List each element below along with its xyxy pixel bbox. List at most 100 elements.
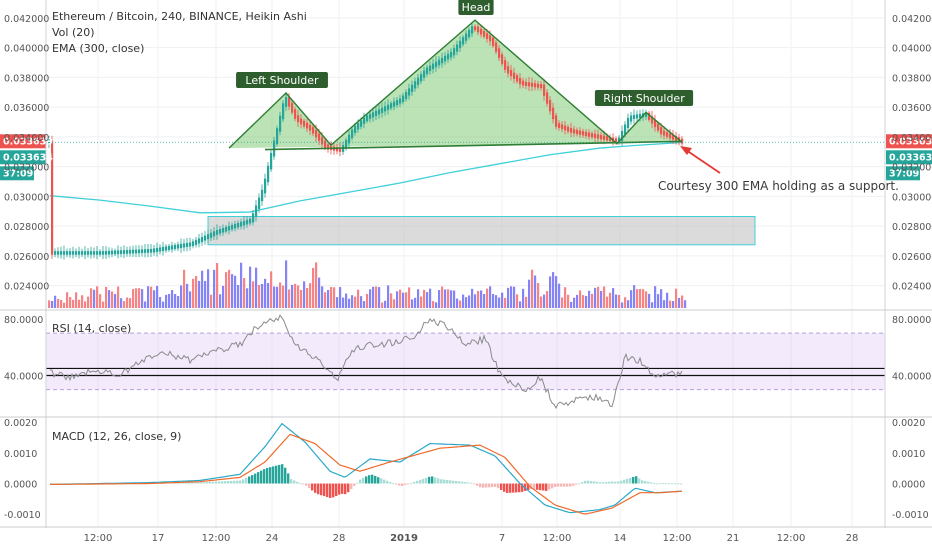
volume-bar <box>87 296 90 308</box>
volume-bar <box>159 297 162 308</box>
ema-tag-right: 0.033634 <box>889 152 932 163</box>
candle-body <box>234 223 237 229</box>
price-tick-label-left: 0.032000 <box>4 163 49 174</box>
volume-bar <box>258 284 261 308</box>
candle-body <box>54 251 57 255</box>
candle-body <box>300 118 303 125</box>
pattern-fill <box>229 20 682 149</box>
macd-histogram-bar <box>593 481 596 484</box>
macd-histogram-bar <box>206 482 209 484</box>
candle-body <box>228 225 231 231</box>
volume-bar <box>309 283 312 308</box>
candle-body <box>414 81 417 89</box>
candle-body <box>354 125 357 133</box>
volume-bar <box>582 295 585 308</box>
head-label: Head <box>462 1 491 14</box>
candle-body <box>381 107 384 113</box>
macd-histogram-bar <box>350 483 353 490</box>
candle-body <box>477 26 480 33</box>
candle-body <box>78 251 81 255</box>
volume-bar <box>483 294 486 308</box>
volume-bar <box>294 283 297 308</box>
macd-histogram-bar <box>596 481 599 484</box>
volume-bar <box>366 293 369 308</box>
volume-bar <box>384 300 387 308</box>
candle-body <box>249 218 252 224</box>
volume-bar <box>381 302 384 308</box>
macd-histogram-bar <box>518 483 521 493</box>
candle-body <box>645 112 648 117</box>
rsi-tick-label-left: 40.0000 <box>4 371 43 382</box>
volume-bar <box>447 289 450 308</box>
volume-bar <box>225 272 228 308</box>
volume-bar <box>219 294 222 308</box>
volume-bar <box>144 301 147 308</box>
volume-bar <box>666 292 669 308</box>
candle-body <box>597 134 600 139</box>
volume-bar <box>177 296 180 308</box>
volume-bar <box>522 288 525 308</box>
volume-indicator-label: Vol (20) <box>52 26 95 39</box>
macd-histogram-bar <box>218 481 221 484</box>
macd-histogram-bar <box>659 483 662 485</box>
volume-bar <box>150 286 153 308</box>
macd-histogram-bar <box>482 483 485 488</box>
macd-histogram-bar <box>278 464 281 484</box>
candle-body <box>615 138 618 143</box>
candle-body <box>639 113 642 118</box>
macd-histogram-bar <box>380 478 383 484</box>
volume-bar <box>138 288 141 308</box>
ema-tag-left-bg <box>0 150 46 165</box>
candle-body <box>450 51 453 58</box>
candle-body <box>138 249 141 254</box>
volume-bar <box>336 297 339 308</box>
volume-bar <box>63 302 66 308</box>
volume-bar <box>279 282 282 308</box>
candle-body <box>510 69 513 77</box>
volume-bar <box>306 287 309 308</box>
volume-bar <box>486 288 489 308</box>
candle-body <box>357 123 360 130</box>
candle-body <box>657 123 660 131</box>
macd-histogram-bar <box>467 482 470 484</box>
time-tick-label: 7 <box>499 533 505 544</box>
price-tick-label-left: 0.036000 <box>4 103 49 114</box>
candle-body <box>273 140 276 157</box>
volume-bar <box>420 296 423 308</box>
volume-bar <box>147 286 150 308</box>
volume-bar <box>564 287 567 308</box>
price-tick-label-left: 0.034000 <box>4 133 49 144</box>
volume-bar <box>183 269 186 308</box>
macd-histogram-bar <box>566 483 569 487</box>
volume-bar <box>273 286 276 308</box>
volume-bar <box>198 280 201 308</box>
candle-body <box>303 120 306 127</box>
price-tick-label-left: 0.038000 <box>4 73 49 84</box>
volume-bar <box>633 285 636 308</box>
candle-body <box>594 133 597 139</box>
candle-body <box>258 197 261 209</box>
rsi-tick-label-right: 80.0000 <box>892 315 931 326</box>
macd-tick-label-left: -0.0010 <box>4 510 41 521</box>
candle-body <box>72 251 75 255</box>
signal-line <box>50 433 683 515</box>
volume-bar <box>657 294 660 308</box>
candle-body <box>75 251 78 255</box>
candle-body <box>90 251 93 255</box>
volume-bar <box>414 297 417 308</box>
macd-tick-label-left: 0.0020 <box>4 418 37 429</box>
price-tick-label-right: 0.042000 <box>892 14 932 25</box>
candle-body <box>564 125 567 131</box>
volume-bar <box>237 285 240 308</box>
macd-histogram-bar <box>335 483 338 497</box>
candle-body <box>411 84 414 92</box>
macd-histogram-bar <box>500 483 503 490</box>
candle-body <box>297 115 300 123</box>
candle-body <box>252 213 255 223</box>
macd-histogram-bar <box>605 481 608 484</box>
volume-bar <box>180 285 183 308</box>
candle-body <box>378 109 381 115</box>
candle-body <box>543 84 546 96</box>
volume-bar <box>411 299 414 308</box>
